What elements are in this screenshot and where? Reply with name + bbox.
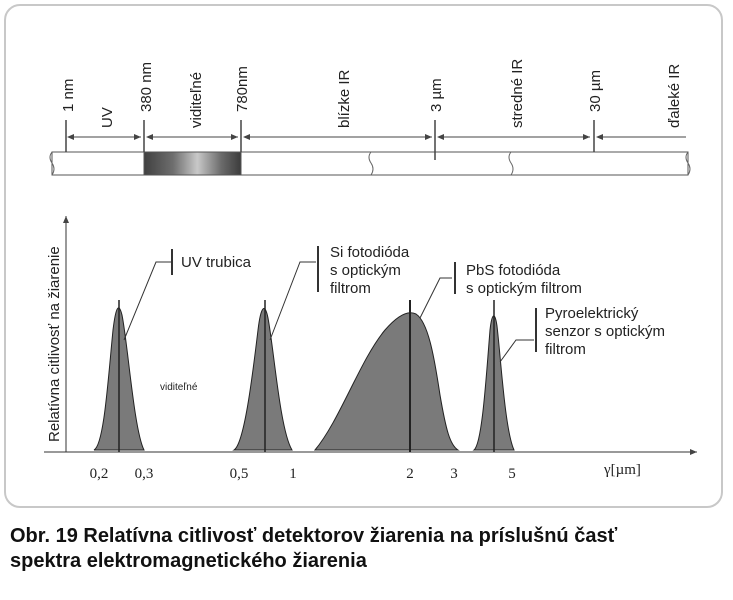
pbs-photodiode-label: PbS fotodióda s optickým filtrom <box>466 262 582 297</box>
caption-line-2: spektra elektromagnetického žiarenia <box>10 550 367 572</box>
x-tick-label: 0,3 <box>135 466 154 482</box>
region-label-uv: UV <box>99 107 116 128</box>
si-photodiode-curve <box>232 308 293 451</box>
figure-caption: Obr. 19 Relatívna citlivosť detektorov ž… <box>10 524 725 574</box>
marker-label-780nm: 780nm <box>234 66 251 112</box>
si-photodiode-label: Si fotodióda s optickým filtrom <box>330 244 410 297</box>
visible-inner-label: viditeľné <box>160 382 198 393</box>
svg-text:PbS fotodióda: PbS fotodióda <box>466 262 561 279</box>
break-mark <box>368 151 374 176</box>
svg-text:Si fotodióda: Si fotodióda <box>330 244 410 261</box>
svg-text:UV trubica: UV trubica <box>181 254 252 271</box>
marker-label-3um: 3 µm <box>428 78 445 112</box>
sensitivity-plot: Relatívna citlivosť na žiarenie UV trubi… <box>44 216 697 482</box>
svg-text:filtrom: filtrom <box>545 341 586 358</box>
spectrum-bar: 1 nm 380 nm 780nm 3 µm 30 µm UV viditeľn… <box>49 59 691 176</box>
x-tick-label: 0,5 <box>230 466 249 482</box>
spectrum-figure: 1 nm 380 nm 780nm 3 µm 30 µm UV viditeľn… <box>44 59 697 482</box>
caption-line-1: Obr. 19 Relatívna citlivosť detektorov ž… <box>10 525 618 547</box>
svg-text:s optickým filtrom: s optickým filtrom <box>466 280 582 297</box>
region-label-mid-ir: stredné IR <box>509 59 526 128</box>
pbs-photodiode-leader <box>419 277 452 319</box>
x-tick-label: 3 <box>450 466 458 482</box>
svg-text:filtrom: filtrom <box>330 280 371 297</box>
pyroelectric-label: Pyroelektrický senzor s optickým filtrom <box>545 305 665 358</box>
y-axis-label: Relatívna citlivosť na žiarenie <box>46 246 63 442</box>
region-label-visible: viditeľné <box>188 72 205 128</box>
pbs-photodiode-curve <box>313 312 460 451</box>
x-tick-labels: 0,2 0,3 0,5 1 2 3 5 <box>90 466 516 482</box>
region-label-near-ir: blízke IR <box>336 69 353 128</box>
x-tick-label: 2 <box>406 466 414 482</box>
svg-text:s optickým: s optickým <box>330 262 401 279</box>
pyroelectric-leader <box>499 339 534 363</box>
region-label-far-ir: ďaleké IR <box>666 64 683 128</box>
break-mark <box>685 151 691 176</box>
marker-label-1nm: 1 nm <box>60 79 77 112</box>
marker-label-30um: 30 µm <box>587 70 604 112</box>
break-mark <box>508 151 514 176</box>
x-axis-label: γ[µm] <box>603 462 641 478</box>
break-mark <box>49 151 55 176</box>
marker-label-380nm: 380 nm <box>138 62 155 112</box>
visible-band <box>143 151 242 176</box>
x-tick-label: 5 <box>508 466 516 482</box>
x-tick-label: 0,2 <box>90 466 109 482</box>
uv-tube-label: UV trubica <box>181 254 252 271</box>
x-tick-label: 1 <box>289 466 297 482</box>
si-photodiode-leader <box>269 261 316 341</box>
svg-text:senzor s optickým: senzor s optickým <box>545 323 665 340</box>
svg-text:Pyroelektrický: Pyroelektrický <box>545 305 639 322</box>
uv-tube-leader <box>123 261 172 341</box>
